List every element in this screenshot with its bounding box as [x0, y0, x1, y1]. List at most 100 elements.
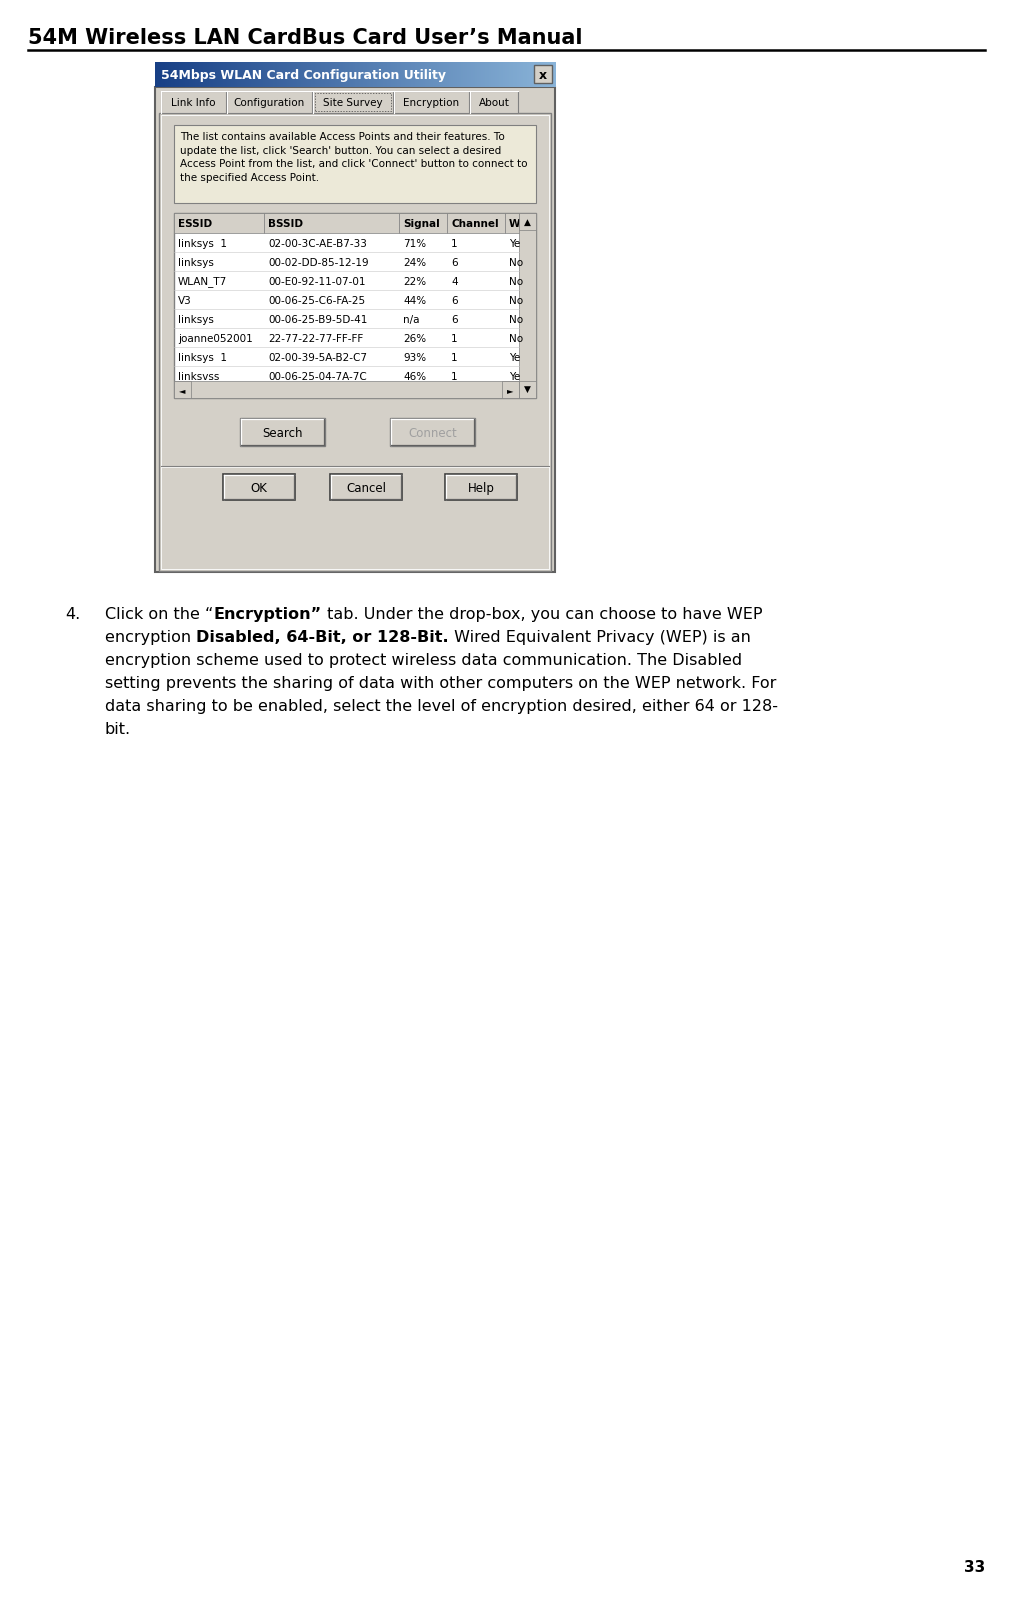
Bar	[177, 62, 179, 86]
Bar	[295, 62, 298, 86]
Bar	[457, 62, 460, 86]
Bar	[174, 381, 519, 399]
Bar	[279, 62, 282, 86]
Bar	[163, 62, 165, 86]
Bar	[383, 62, 386, 86]
Bar	[263, 62, 265, 86]
Bar	[339, 62, 341, 86]
Bar	[491, 62, 493, 86]
Bar	[267, 62, 269, 86]
Text: 6: 6	[451, 314, 458, 325]
Text: linksys  1: linksys 1	[178, 239, 227, 248]
Bar	[511, 62, 514, 86]
Bar	[399, 213, 447, 234]
Bar	[237, 62, 239, 86]
Bar	[373, 62, 376, 86]
Text: No: No	[509, 296, 523, 306]
Text: Help: Help	[468, 482, 494, 495]
Bar	[179, 62, 181, 86]
Bar	[183, 62, 185, 86]
Bar	[385, 62, 388, 86]
Bar	[323, 62, 325, 86]
Bar	[359, 62, 362, 86]
Bar	[451, 62, 454, 86]
Text: 00-02-DD-85-12-19: 00-02-DD-85-12-19	[268, 258, 369, 267]
Bar	[185, 62, 187, 86]
Bar	[367, 62, 370, 86]
Bar	[503, 62, 505, 86]
Bar	[425, 62, 427, 86]
Text: Link Info: Link Info	[171, 98, 216, 107]
Bar	[527, 62, 530, 86]
Text: About: About	[478, 98, 510, 107]
Bar	[363, 62, 366, 86]
Bar	[307, 62, 310, 86]
Bar	[201, 62, 204, 86]
Bar	[409, 62, 411, 86]
Text: 02-00-39-5A-B2-C7: 02-00-39-5A-B2-C7	[268, 352, 367, 362]
Bar	[345, 62, 347, 86]
Bar	[187, 62, 189, 86]
Bar	[417, 62, 419, 86]
Bar	[483, 62, 485, 86]
Bar	[197, 62, 200, 86]
Bar	[291, 62, 294, 86]
Bar	[335, 62, 337, 86]
Text: 22-77-22-77-FF-FF: 22-77-22-77-FF-FF	[268, 333, 364, 344]
Bar	[401, 62, 403, 86]
Bar	[251, 62, 253, 86]
Bar	[365, 62, 368, 86]
Text: n/a: n/a	[403, 314, 419, 325]
Text: encryption: encryption	[105, 631, 197, 645]
Bar	[505, 62, 508, 86]
Bar	[529, 62, 532, 86]
Bar	[281, 62, 284, 86]
Bar	[233, 62, 235, 86]
Bar	[473, 62, 475, 86]
Bar	[493, 62, 495, 86]
Bar	[155, 86, 555, 572]
Bar	[285, 62, 288, 86]
Bar	[390, 418, 475, 447]
Bar	[275, 62, 278, 86]
Bar	[255, 62, 257, 86]
Bar	[506, 62, 510, 86]
Bar	[167, 62, 169, 86]
Text: ►: ►	[508, 386, 514, 395]
Bar	[427, 62, 430, 86]
Bar	[355, 62, 358, 86]
Text: 1: 1	[451, 333, 458, 344]
Text: encryption scheme used to protect wireless data communication. The Disabled: encryption scheme used to protect wirele…	[105, 653, 743, 668]
Bar	[241, 62, 243, 86]
Bar	[161, 91, 226, 114]
Bar	[361, 62, 364, 86]
Bar	[521, 62, 524, 86]
Bar	[259, 62, 261, 86]
Bar	[405, 62, 407, 86]
Bar	[393, 62, 395, 86]
Bar	[387, 62, 390, 86]
Bar	[243, 62, 245, 86]
Text: WE: WE	[509, 219, 528, 229]
Text: 00-E0-92-11-07-01: 00-E0-92-11-07-01	[268, 277, 366, 287]
Bar	[415, 62, 417, 86]
Bar	[479, 62, 481, 86]
Text: 54Mbps WLAN Card Configuration Utility: 54Mbps WLAN Card Configuration Utility	[161, 69, 446, 82]
Bar	[159, 114, 551, 572]
Bar	[159, 62, 161, 86]
Text: setting prevents the sharing of data with other computers on the WEP network. Fo: setting prevents the sharing of data wit…	[105, 676, 776, 692]
Text: Search: Search	[262, 426, 303, 440]
Bar	[271, 62, 274, 86]
Text: 6: 6	[451, 296, 458, 306]
Text: 1: 1	[451, 352, 458, 362]
Bar	[419, 62, 421, 86]
Text: 4.: 4.	[65, 607, 80, 623]
Bar	[235, 62, 237, 86]
Bar	[203, 62, 206, 86]
Bar	[545, 62, 547, 86]
Text: 24%: 24%	[403, 258, 426, 267]
Bar	[553, 62, 555, 86]
Bar	[257, 62, 259, 86]
Text: WLAN_T7: WLAN_T7	[178, 275, 227, 287]
Bar	[449, 62, 452, 86]
